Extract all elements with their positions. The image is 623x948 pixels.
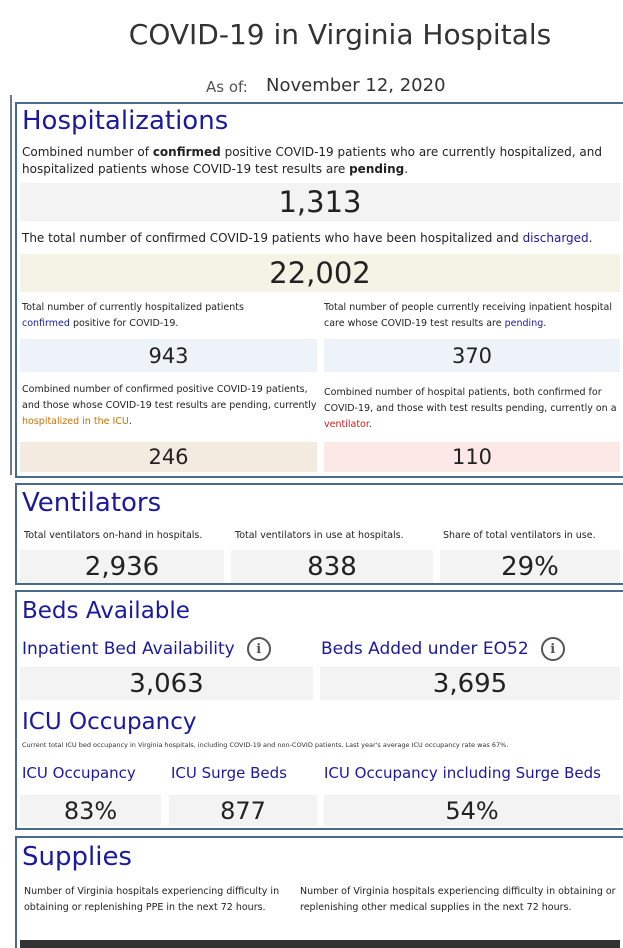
confirmed-value-box: 943 [20, 339, 317, 372]
ventilators-heading: Ventilators [22, 488, 162, 518]
surge-label: ICU Surge Beds [171, 764, 287, 782]
surge-value: 877 [220, 796, 266, 825]
supplies-panel [15, 836, 623, 948]
share-label: Share of total ventilators in use. [443, 530, 596, 541]
onhand-value-box: 2,936 [20, 550, 224, 583]
inuse-value: 838 [307, 551, 357, 582]
incl-value: 54% [445, 796, 499, 825]
pending-description: Total number of people currently receivi… [324, 302, 612, 329]
icu-occupancy-heading: ICU Occupancy [22, 709, 197, 735]
inuse-value-box: 838 [231, 550, 433, 583]
icu-value: 246 [148, 445, 189, 469]
beds-heading: Beds Available [22, 598, 190, 624]
inpatient-value: 3,063 [129, 668, 204, 699]
confirmed-value: 943 [148, 343, 189, 368]
icu-occupancy-note: Current total ICU bed occupancy in Virgi… [22, 741, 509, 749]
left-divider [10, 95, 12, 475]
onhand-value: 2,936 [84, 551, 160, 582]
ventilator-value-box: 110 [324, 442, 620, 472]
hospitalizations-panel [15, 102, 623, 478]
ventilator-description: Combined number of hospital patients, bo… [324, 387, 617, 430]
incl-label: ICU Occupancy including Surge Beds [324, 764, 601, 782]
eo52-value: 3,695 [432, 668, 508, 699]
combined-value-box: 1,313 [20, 183, 620, 221]
eo52-value-box: 3,695 [320, 667, 620, 700]
page-title: COVID-19 in Virginia Hospitals [128, 18, 552, 51]
combined-description: Combined number of confirmed positive CO… [22, 145, 602, 176]
discharged-value-box: 22,002 [20, 254, 620, 292]
inpatient-label: Inpatient Bed Availability i [22, 637, 271, 661]
onhand-label: Total ventilators on-hand in hospitals. [24, 530, 203, 541]
other-supplies-description: Number of Virginia hospitals experiencin… [300, 886, 616, 913]
info-icon[interactable]: i [540, 637, 565, 661]
inpatient-value-box: 3,063 [20, 667, 313, 700]
combined-value: 1,313 [278, 185, 362, 219]
icu-description: Combined number of confirmed positive CO… [22, 384, 317, 427]
surge-value-box: 877 [169, 795, 317, 826]
hospitalizations-heading: Hospitalizations [22, 106, 229, 136]
ventilator-value: 110 [451, 445, 493, 469]
icu-value-box: 246 [20, 442, 317, 472]
supplies-heading: Supplies [22, 842, 132, 872]
supplies-bottom-bar [20, 940, 620, 948]
inuse-label: Total ventilators in use at hospitals. [235, 530, 404, 541]
discharged-value: 22,002 [269, 256, 371, 290]
ventilators-panel [15, 483, 623, 585]
beds-panel [15, 590, 623, 830]
as-of-label: As of: [206, 78, 248, 96]
as-of-date: November 12, 2020 [266, 75, 446, 96]
icu-occ-label: ICU Occupancy [22, 764, 136, 782]
icu-occ-value-box: 83% [20, 795, 161, 826]
eo52-label: Beds Added under EO52 i [321, 637, 565, 661]
share-value: 29% [501, 551, 559, 582]
discharged-description: The total number of confirmed COVID-19 p… [22, 231, 593, 245]
share-value-box: 29% [440, 550, 620, 583]
info-icon[interactable]: i [246, 637, 271, 661]
incl-value-box: 54% [324, 795, 620, 826]
icu-occ-value: 83% [63, 796, 118, 825]
pending-value: 370 [451, 343, 493, 368]
confirmed-description: Total number of currently hospitalized p… [22, 302, 244, 329]
ppe-description: Number of Virginia hospitals experiencin… [24, 886, 280, 913]
pending-value-box: 370 [324, 339, 620, 372]
